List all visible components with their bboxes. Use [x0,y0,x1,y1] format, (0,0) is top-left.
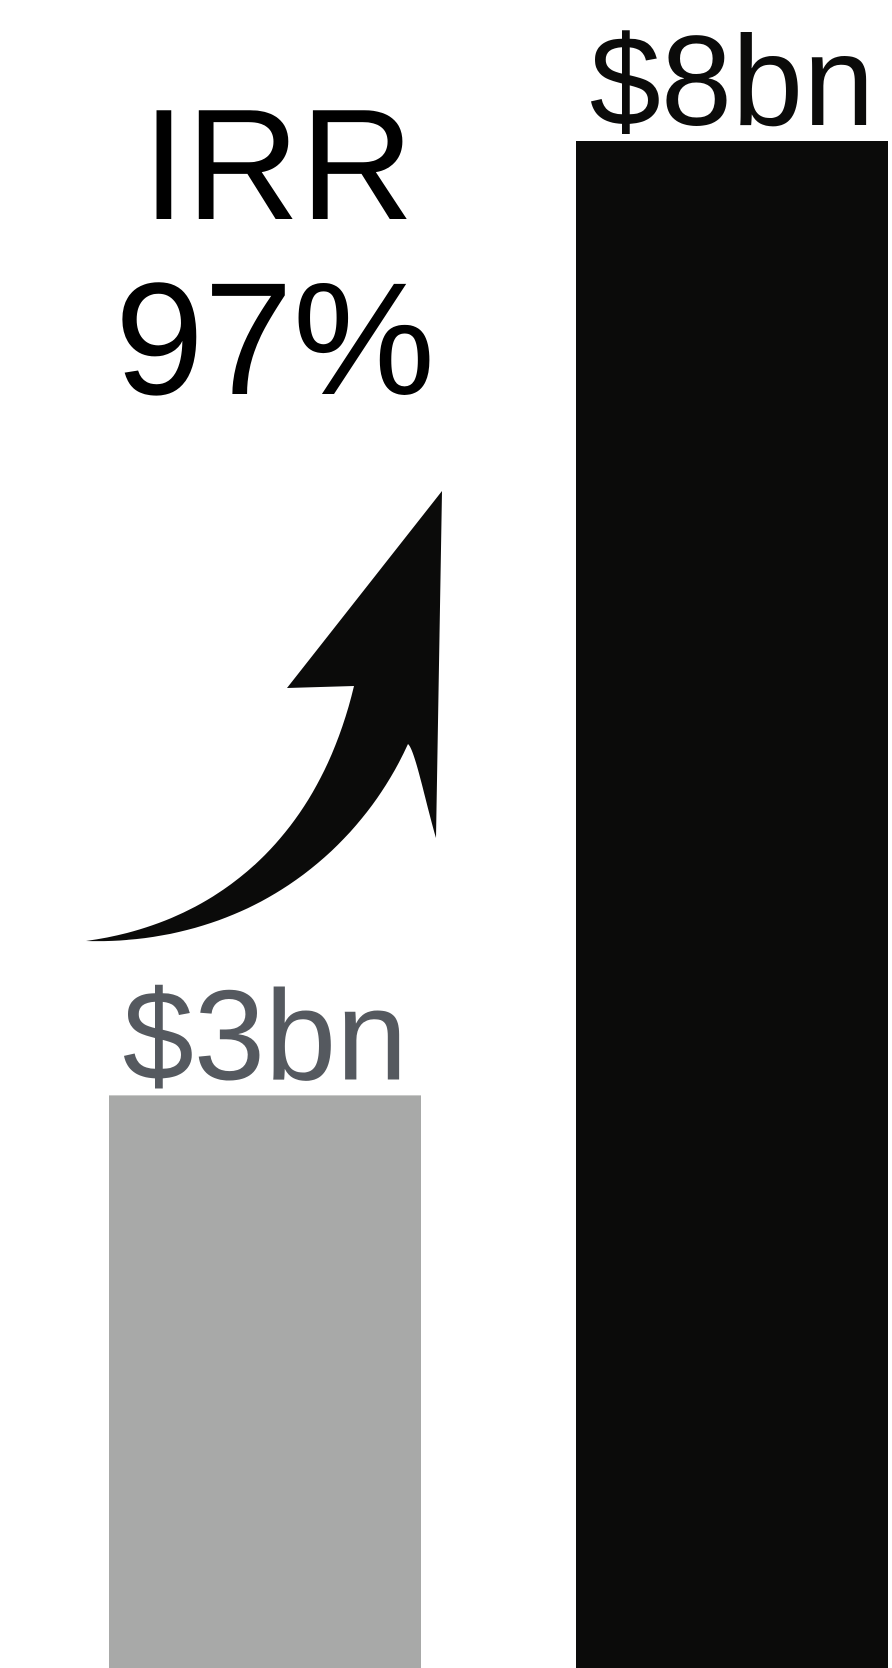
bar-2 [576,141,888,1668]
bar-value-label-1: $3bn [123,964,408,1107]
irr-value: 97% [115,249,435,428]
bar-value-label-2: $8bn [590,10,875,153]
irr-label: IRR [142,77,414,253]
curved-up-arrow-icon [86,491,442,942]
bar-1 [109,1095,421,1668]
